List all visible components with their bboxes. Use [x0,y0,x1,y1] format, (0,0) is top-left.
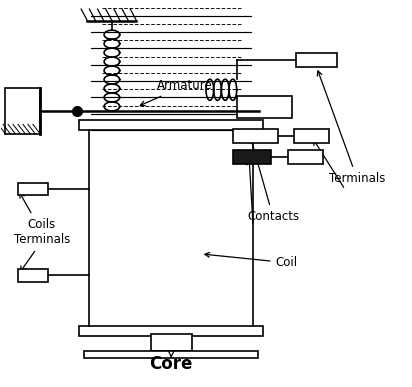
Bar [84,351,258,358]
Bar [296,53,337,67]
Bar [151,334,192,351]
Bar [288,150,323,164]
Bar [233,150,272,164]
Bar [79,120,263,130]
Bar [236,96,292,118]
Bar [294,129,329,143]
Text: Terminals: Terminals [317,71,385,185]
Text: Core: Core [150,356,193,373]
Bar [18,183,49,195]
Bar [5,88,40,134]
Text: Armature: Armature [140,79,213,106]
Text: Coil: Coil [205,252,298,269]
Bar [233,129,278,143]
Text: Contacts: Contacts [247,136,299,223]
Bar [18,269,49,282]
Text: Coils
Terminals: Coils Terminals [14,193,70,246]
Bar [79,326,263,336]
